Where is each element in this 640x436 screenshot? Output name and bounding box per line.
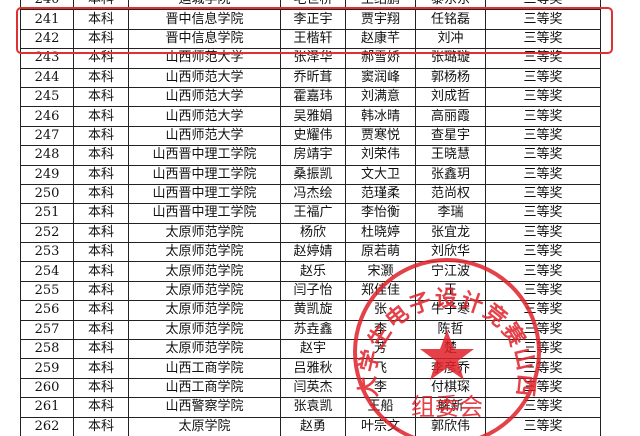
member-1: 冯杰绘 [280, 183, 346, 205]
degree: 本科 [73, 261, 129, 282]
member-2: 贾寒悦 [345, 125, 416, 147]
table-row: 249 本科 山西晋中理工学院 桑振凯 文大卫 张鑫玥 三等奖 [20, 164, 601, 185]
degree: 本科 [73, 145, 129, 166]
award: 三等奖 [485, 183, 601, 205]
member-1: 杨欣 [280, 222, 346, 244]
stamp-center-text: 组委会 [411, 393, 483, 421]
school: 山西晋中理工学院 [128, 145, 281, 166]
school: 山西晋中理工学院 [128, 183, 281, 205]
member-3: 高丽霞 [415, 106, 486, 127]
member-1: 赵宇 [280, 339, 346, 360]
member-1: 乔昕茸 [280, 67, 346, 88]
table-row: 245 本科 山西师范大学 霍嘉玮 刘满意 刘成哲 三等奖 [20, 86, 601, 108]
stamp-ring-path: 全国大学生电子设计竞赛山西赛区 [0, 0, 538, 400]
row-number: 252 [20, 222, 74, 244]
row-number: 244 [20, 67, 74, 88]
member-3: 查星宇 [415, 125, 486, 147]
member-1: 霍嘉玮 [280, 86, 346, 108]
award-table: 240本科运城学院毛世桥王绍鹏黎东东三等奖241本科晋中信息学院李正宇贾宇翔任铭… [20, 0, 601, 436]
member-3: 张鑫玥 [415, 164, 486, 185]
degree: 本科 [73, 242, 129, 263]
row-number: 256 [20, 300, 74, 321]
member-3: 王晓慧 [415, 145, 486, 166]
row-number: 250 [20, 183, 74, 205]
table-row: 248 本科 山西晋中理工学院 房靖宇 刘荣伟 王晓慧 三等奖 [20, 145, 601, 166]
member-1: 房靖宇 [280, 145, 346, 166]
award: 三等奖 [485, 416, 601, 436]
member-3: 任铭磊 [415, 9, 486, 30]
table-row: 258本科太原师范学院赵宇芳楚三等奖 [20, 339, 601, 360]
award: 三等奖 [485, 86, 601, 108]
degree: 本科 [73, 397, 129, 418]
degree: 本科 [73, 339, 129, 360]
member-2: 刘荣伟 [345, 145, 416, 166]
award: 三等奖 [485, 339, 601, 360]
member-1: 黄凯旋 [280, 300, 346, 321]
degree: 本科 [73, 319, 129, 341]
member-2: 韩冰晴 [345, 106, 416, 127]
table-row: 254 本科 太原师范学院 赵乐 宋灏 宁江波 三等奖 [20, 261, 601, 282]
member-3: 李瑞 [415, 203, 486, 224]
member-3: 范尚权 [415, 183, 486, 205]
award: 三等奖 [485, 125, 601, 147]
table-row: 250 本科 山西晋中理工学院 冯杰绘 范瑾柔 范尚权 三等奖 [20, 183, 601, 205]
table-row: 246 本科 山西师范大学 吴雅娟 韩冰晴 高丽霞 三等奖 [20, 106, 601, 127]
award: 三等奖 [485, 145, 601, 166]
row-number: 258 [20, 339, 74, 360]
member-3: 张宜龙 [415, 222, 486, 244]
award: 三等奖 [485, 222, 601, 244]
member-1: 闫子怡 [280, 280, 346, 302]
member-2: 李怡衡 [345, 203, 416, 224]
member-2: 文大卫 [345, 164, 416, 185]
member-2: 范瑾柔 [345, 183, 416, 205]
member-3: 刘成哲 [415, 86, 486, 108]
school: 山西师范大学 [128, 125, 281, 147]
table-row: 252 本科 太原师范学院 杨欣 杜晓婷 张宜龙 三等奖 [20, 222, 601, 244]
school: 山西师范大学 [128, 106, 281, 127]
member-3: 刘欣华 [415, 242, 486, 263]
award: 三等奖 [485, 377, 601, 399]
award: 三等奖 [485, 9, 601, 30]
table-row: 259本科山西工商学院吕雅秋飞李彦乔三等奖 [20, 358, 601, 379]
stamp-ring [353, 258, 541, 436]
school: 山西警察学院 [128, 397, 281, 418]
member-1: 史耀伟 [280, 125, 346, 147]
table-row: 261 本科 山西警察学院 张袁凯 王船 解新 三等奖 [20, 397, 601, 418]
table-row: 240本科运城学院毛世桥王绍鹏黎东东三等奖 [20, 0, 601, 11]
degree: 本科 [73, 164, 129, 185]
stamp: 全国大学生电子设计竞赛山西赛区 组委会 [0, 0, 541, 436]
table-row: 242 本科 晋中信息学院 王楷轩 赵康芊 刘冲 三等奖 [20, 28, 601, 50]
highlight-box [16, 7, 613, 54]
degree: 本科 [73, 222, 129, 244]
school: 太原师范学院 [128, 222, 281, 244]
award: 三等奖 [485, 300, 601, 321]
award: 三等奖 [485, 106, 601, 127]
award: 三等奖 [485, 203, 601, 224]
school: 太原学院 [128, 416, 281, 436]
school: 山西晋中理工学院 [128, 203, 281, 224]
award: 三等奖 [485, 164, 601, 185]
member-1: 赵勇 [280, 416, 346, 436]
member-2: 杜晓婷 [345, 222, 416, 244]
school: 山西晋中理工学院 [128, 164, 281, 185]
table-row: 257 本科 太原师范学院 苏垚鑫李陈哲 三等奖 [20, 319, 601, 341]
table-row: 251 本科 山西晋中理工学院 王福广 李怡衡 李瑞 三等奖 [20, 203, 601, 224]
member-2: 贾宇翔 [345, 9, 416, 30]
degree: 本科 [73, 203, 129, 224]
school: 晋中信息学院 [128, 28, 281, 50]
degree: 本科 [73, 125, 129, 147]
stamp-ring-text: 全国大学生电子设计竞赛山西赛区 [0, 0, 538, 400]
school: 太原师范学院 [128, 300, 281, 321]
table-row: 247 本科 山西师范大学 史耀伟 贾寒悦 查星宇 三等奖 [20, 125, 601, 147]
school: 山西工商学院 [128, 377, 281, 399]
degree: 本科 [73, 9, 129, 30]
table-row: 260 本科 山西工商学院 闫英杰李付棋琛 三等奖 [20, 377, 601, 399]
row-number: 247 [20, 125, 74, 147]
stamp-star [420, 330, 474, 380]
